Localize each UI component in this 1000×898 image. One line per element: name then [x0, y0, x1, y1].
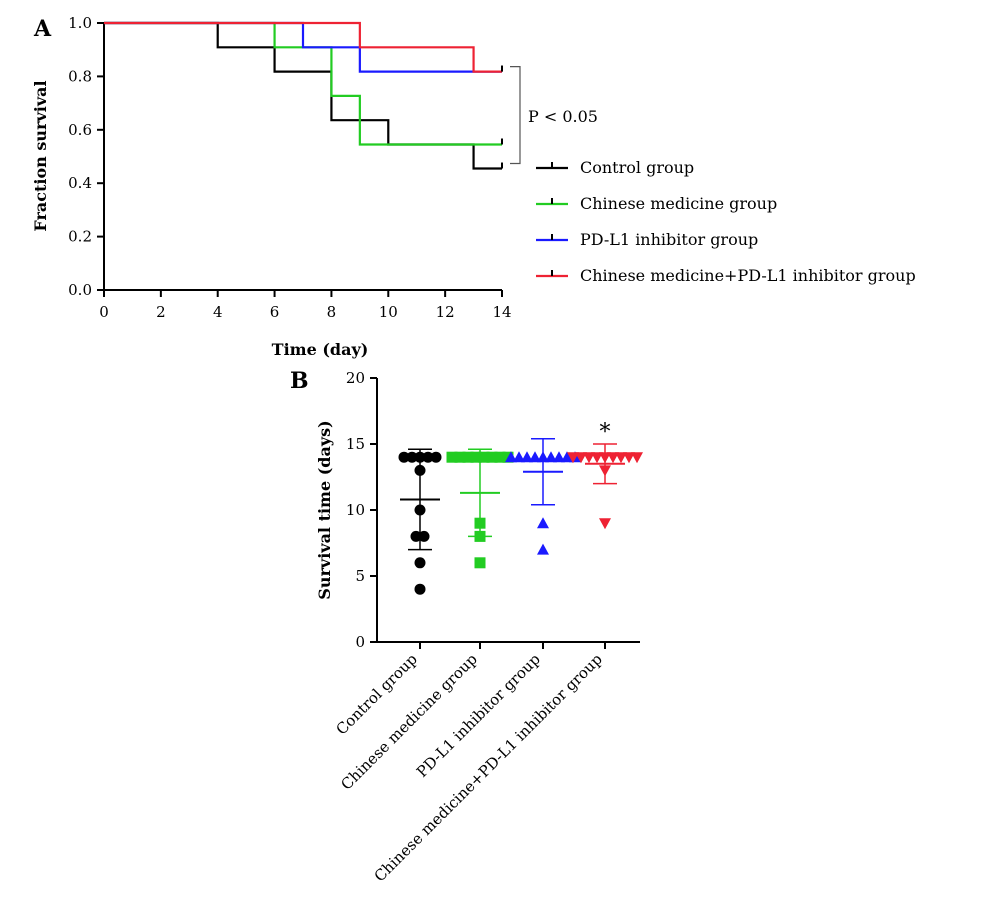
panel-a-x-axis-title: Time (day) [272, 340, 369, 359]
category-label: Chinese medicine+PD-L1 inhibitor group [371, 650, 606, 885]
y-tick-label: 0.4 [68, 174, 92, 192]
data-point [470, 451, 482, 463]
x-tick-label: 8 [327, 303, 337, 321]
x-tick-label: 4 [213, 303, 223, 321]
survival-curve-4 [104, 21, 502, 73]
data-point [418, 530, 430, 542]
panel-a-x-ticks: 0 2 4 6 8 10 12 14 [99, 290, 512, 321]
x-tick-label: 6 [270, 303, 280, 321]
panel-b-y-axis-title: Survival time (days) [315, 420, 334, 599]
data-point [521, 451, 533, 463]
legend-label: Chinese medicine group [580, 194, 777, 213]
panel-a-axes [103, 23, 502, 291]
y-tick-label: 10 [346, 501, 365, 519]
legend-label: Chinese medicine+PD-L1 inhibitor group [580, 266, 916, 285]
data-point [575, 452, 587, 464]
y-tick-label: 5 [355, 567, 365, 585]
data-point [561, 451, 573, 463]
panel-a-y-ticks: 0.0 0.2 0.4 0.6 0.8 1.0 [68, 14, 104, 299]
data-point [567, 452, 579, 464]
bracket-line [510, 65, 521, 165]
significance-bracket [510, 65, 521, 165]
x-tick-label: 10 [379, 303, 398, 321]
data-point [446, 451, 458, 463]
panel-b-label: B [290, 368, 309, 394]
y-tick-label: 0.8 [68, 67, 92, 85]
x-tick-label: 12 [436, 303, 455, 321]
data-point [537, 543, 549, 555]
data-point [494, 451, 506, 463]
data-point [505, 451, 517, 463]
x-tick-label: 2 [156, 303, 166, 321]
data-point [615, 452, 627, 464]
x-tick-label: 0 [99, 303, 109, 321]
legend-label: PD-L1 inhibitor group [580, 230, 758, 249]
panel-a-y-axis-title: Fraction survival [31, 80, 50, 231]
data-point [537, 517, 549, 529]
data-point [607, 452, 619, 464]
data-point [545, 451, 557, 463]
data-point [422, 451, 434, 463]
panel-a-label: A [33, 16, 52, 42]
panel-b-y-ticks: 0 5 10 15 20 [346, 369, 377, 651]
y-tick-label: 0 [355, 633, 365, 651]
data-point [623, 452, 635, 464]
p-value-annotation: P < 0.05 [528, 107, 598, 126]
y-tick-label: 0.0 [68, 281, 92, 299]
panel-a-series [104, 21, 503, 170]
data-point [474, 557, 486, 569]
data-point [513, 451, 525, 463]
data-point [553, 451, 565, 463]
data-point [583, 452, 595, 464]
category-label: PD-L1 inhibitor group [413, 650, 544, 781]
data-point [631, 452, 643, 464]
survival-curve-2 [104, 21, 502, 146]
significance-star: * [600, 420, 611, 445]
x-tick-label: 14 [492, 303, 511, 321]
data-point [414, 583, 426, 595]
y-tick-label: 0.2 [68, 228, 92, 246]
data-point [410, 530, 422, 542]
data-point [406, 451, 418, 463]
data-point [398, 451, 410, 463]
panel-a-survival-curve: A 0 2 4 6 8 10 12 14 0.0 0.2 0.4 0.6 0.8 1.0 Time (d… [31, 14, 916, 359]
y-tick-label: 1.0 [68, 14, 92, 32]
data-point [454, 451, 466, 463]
data-point [414, 557, 426, 569]
legend-label: Control group [580, 158, 694, 177]
panel-b-error-bars [400, 437, 625, 551]
data-point [430, 451, 442, 463]
data-point [486, 451, 498, 463]
y-tick-label: 15 [346, 435, 365, 453]
y-tick-label: 0.6 [68, 121, 92, 139]
data-point [591, 452, 603, 464]
data-point [462, 451, 474, 463]
y-tick-label: 20 [346, 369, 365, 387]
panel-a-legend: Control group Chinese medicine group PD-L1… [536, 158, 916, 285]
data-point [529, 451, 541, 463]
data-point [599, 518, 611, 530]
data-point [478, 451, 490, 463]
panel-b-points [398, 451, 643, 595]
